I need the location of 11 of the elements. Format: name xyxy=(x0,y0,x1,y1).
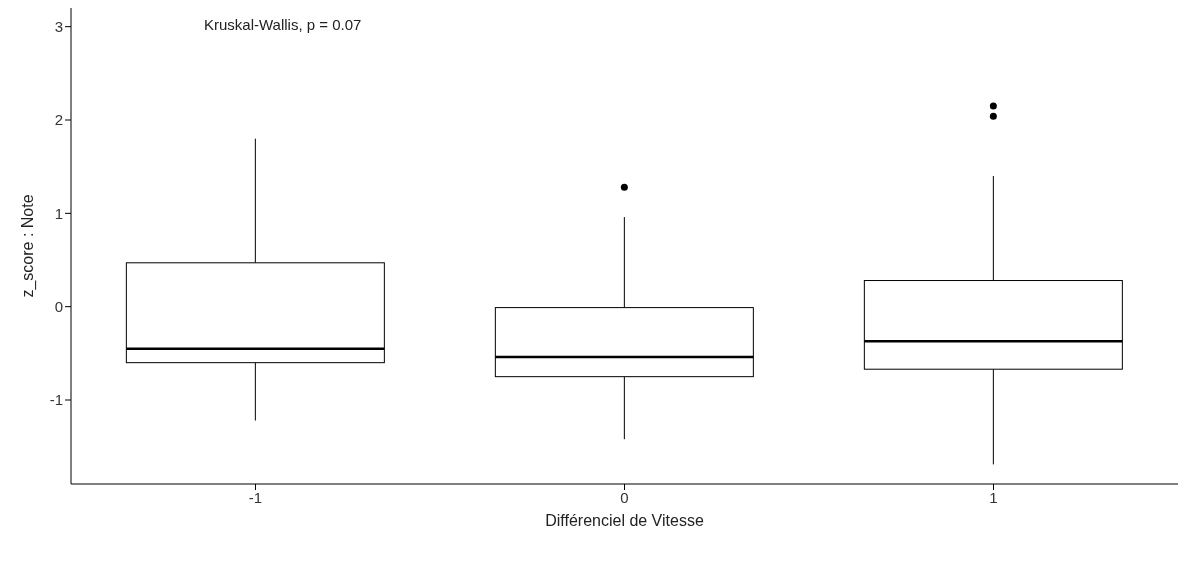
y-tick-label: 2 xyxy=(54,111,63,129)
y-tick-label: -1 xyxy=(49,391,63,409)
x-tick-label: 1 xyxy=(989,488,998,506)
y-tick-label: 3 xyxy=(54,17,63,35)
y-tick-label: 0 xyxy=(54,297,63,315)
x-tick-label: -1 xyxy=(248,488,263,506)
x-axis-title: Différenciel de Vitesse xyxy=(545,512,704,529)
y-tick-label: 1 xyxy=(54,204,63,222)
x-tick-label: 0 xyxy=(620,488,629,506)
annotation: Kruskal-Wallis, p = 0.07 xyxy=(204,16,362,33)
y-axis-title: z_score : Note xyxy=(18,194,37,298)
